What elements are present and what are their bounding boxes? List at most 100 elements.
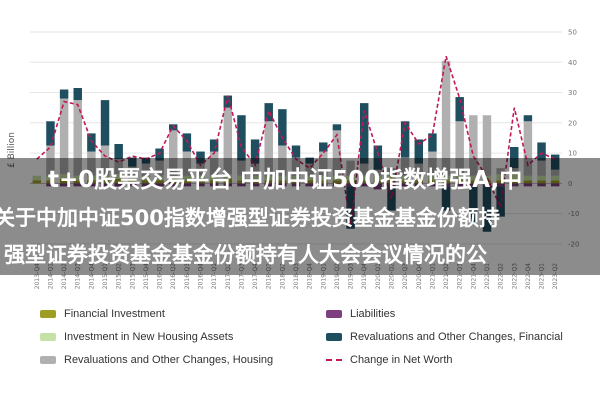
bar-liabilities bbox=[400, 183, 410, 187]
bar-investment-in-new-housing-assets bbox=[332, 175, 342, 181]
bar-financial-investment bbox=[537, 180, 546, 184]
bar-revaluations-and-other-changes-housing bbox=[169, 130, 178, 176]
bar-financial-investment bbox=[510, 180, 519, 184]
y-tick-label: -20 bbox=[568, 240, 579, 248]
bar-revaluations-and-other-changes-housing bbox=[223, 107, 233, 175]
legend-label: Revaluations and Other Changes, Housing bbox=[64, 354, 274, 366]
bar-financial-investment bbox=[114, 178, 123, 184]
x-tick-label: 2014-Q4 bbox=[88, 263, 95, 289]
bar-financial-investment bbox=[155, 180, 164, 184]
line-change-in-net-worth bbox=[36, 55, 556, 226]
x-tick-label: 2016-Q3 bbox=[184, 263, 191, 289]
x-tick-label: 2020-Q3 bbox=[402, 263, 409, 289]
x-tick-label: 2017-Q2 bbox=[225, 263, 232, 289]
bar-financial-investment bbox=[496, 180, 505, 184]
legend-label: Investment in New Housing Assets bbox=[64, 331, 234, 343]
y-tick-label: 0 bbox=[568, 180, 572, 188]
bar-revaluations-and-other-changes-housing bbox=[469, 115, 478, 176]
bar-liabilities bbox=[87, 183, 96, 187]
bar-investment-in-new-housing-assets bbox=[32, 175, 42, 181]
bar-revaluations-and-other-changes-financial bbox=[100, 100, 110, 146]
bar-financial-investment bbox=[278, 180, 287, 184]
bar-revaluations-and-other-changes-financial bbox=[346, 186, 355, 229]
bar-financial-investment bbox=[87, 180, 96, 184]
bar-revaluations-and-other-changes-financial bbox=[223, 95, 233, 108]
bar-liabilities bbox=[209, 183, 219, 187]
bar-investment-in-new-housing-assets bbox=[496, 174, 505, 181]
bar-revaluations-and-other-changes-financial bbox=[482, 186, 492, 232]
bar-financial-investment bbox=[250, 180, 260, 184]
bar-investment-in-new-housing-assets bbox=[128, 175, 137, 181]
bar-revaluations-and-other-changes-housing bbox=[291, 157, 301, 176]
bar-revaluations-and-other-changes-housing bbox=[482, 115, 492, 176]
bar-revaluations-and-other-changes-financial bbox=[155, 148, 164, 161]
bar-revaluations-and-other-changes-financial bbox=[209, 139, 219, 152]
bar-revaluations-and-other-changes-financial bbox=[441, 186, 451, 211]
bar-investment-in-new-housing-assets bbox=[169, 175, 178, 181]
bar-financial-investment bbox=[414, 180, 423, 184]
bar-financial-investment bbox=[482, 180, 492, 184]
y-axis-label: £ Billion bbox=[7, 132, 17, 168]
x-tick-label: 2021-Q4 bbox=[470, 263, 477, 289]
x-tick-label: 2021-Q3 bbox=[457, 263, 464, 289]
x-tick-label: 2015-Q2 bbox=[116, 263, 123, 289]
bar-investment-in-new-housing-assets bbox=[155, 175, 164, 181]
bar-revaluations-and-other-changes-housing bbox=[46, 145, 55, 176]
bar-investment-in-new-housing-assets bbox=[278, 175, 287, 181]
bar-financial-investment bbox=[209, 180, 219, 184]
bar-investment-in-new-housing-assets bbox=[387, 174, 396, 178]
bar-liabilities bbox=[155, 183, 164, 187]
bar-investment-in-new-housing-assets bbox=[469, 175, 478, 181]
bar-revaluations-and-other-changes-housing bbox=[400, 157, 410, 176]
bar-financial-investment bbox=[46, 180, 55, 184]
bar-revaluations-and-other-changes-housing bbox=[73, 100, 82, 176]
bar-investment-in-new-housing-assets bbox=[550, 175, 560, 181]
bar-liabilities bbox=[141, 183, 151, 187]
x-tick-label: 2019-Q3 bbox=[348, 263, 355, 289]
bar-revaluations-and-other-changes-financial bbox=[114, 143, 123, 160]
bar-revaluations-and-other-changes-financial bbox=[455, 97, 464, 122]
x-tick-label: 2022-Q1 bbox=[484, 263, 491, 289]
x-tick-label: 2022-Q3 bbox=[511, 263, 518, 289]
bar-liabilities bbox=[250, 183, 260, 187]
net-worth-line bbox=[36, 55, 556, 226]
y-tick-label: 50 bbox=[568, 29, 577, 37]
bar-liabilities bbox=[441, 183, 451, 187]
bar-revaluations-and-other-changes-financial bbox=[59, 89, 69, 99]
bar-investment-in-new-housing-assets bbox=[346, 175, 355, 181]
bar-financial-investment bbox=[428, 180, 437, 184]
legend-swatch bbox=[326, 359, 342, 361]
bar-revaluations-and-other-changes-housing bbox=[114, 159, 123, 175]
x-tick-label: 2018-Q1 bbox=[266, 263, 273, 289]
x-tick-label: 2019-Q2 bbox=[334, 263, 341, 289]
legend-swatch bbox=[326, 333, 342, 341]
bar-revaluations-and-other-changes-financial bbox=[46, 121, 55, 146]
x-tick-label: 2022-Q2 bbox=[498, 263, 505, 289]
x-tick-label: 2016-Q1 bbox=[157, 263, 164, 289]
legend-item-liabilities: Liabilities bbox=[326, 308, 395, 320]
bar-financial-investment bbox=[182, 180, 192, 184]
bar-investment-in-new-housing-assets bbox=[400, 175, 410, 181]
bar-investment-in-new-housing-assets bbox=[510, 174, 519, 181]
bar-financial-investment bbox=[387, 177, 396, 184]
bar-liabilities bbox=[305, 183, 314, 187]
bar-revaluations-and-other-changes-housing bbox=[196, 163, 205, 176]
bar-liabilities bbox=[359, 183, 369, 187]
bar-investment-in-new-housing-assets bbox=[359, 175, 369, 181]
x-tick-label: 2019-Q4 bbox=[361, 263, 368, 289]
bar-revaluations-and-other-changes-financial bbox=[169, 124, 178, 131]
bar-liabilities bbox=[414, 183, 423, 187]
bar-revaluations-and-other-changes-financial bbox=[73, 87, 82, 101]
bar-revaluations-and-other-changes-housing bbox=[496, 168, 505, 175]
legend-label: Financial Investment bbox=[64, 308, 165, 320]
legend-label: Liabilities bbox=[350, 308, 396, 320]
x-tick-label: 2016-Q2 bbox=[170, 263, 177, 289]
bar-investment-in-new-housing-assets bbox=[482, 175, 492, 181]
bar-financial-investment bbox=[441, 180, 451, 184]
bar-revaluations-and-other-changes-financial bbox=[414, 139, 423, 164]
x-tick-label: 2018-Q4 bbox=[307, 263, 314, 289]
bar-liabilities bbox=[319, 183, 328, 187]
bar-revaluations-and-other-changes-housing bbox=[128, 166, 137, 176]
bar-liabilities bbox=[223, 183, 233, 187]
y-tick-label: -10 bbox=[568, 210, 579, 218]
